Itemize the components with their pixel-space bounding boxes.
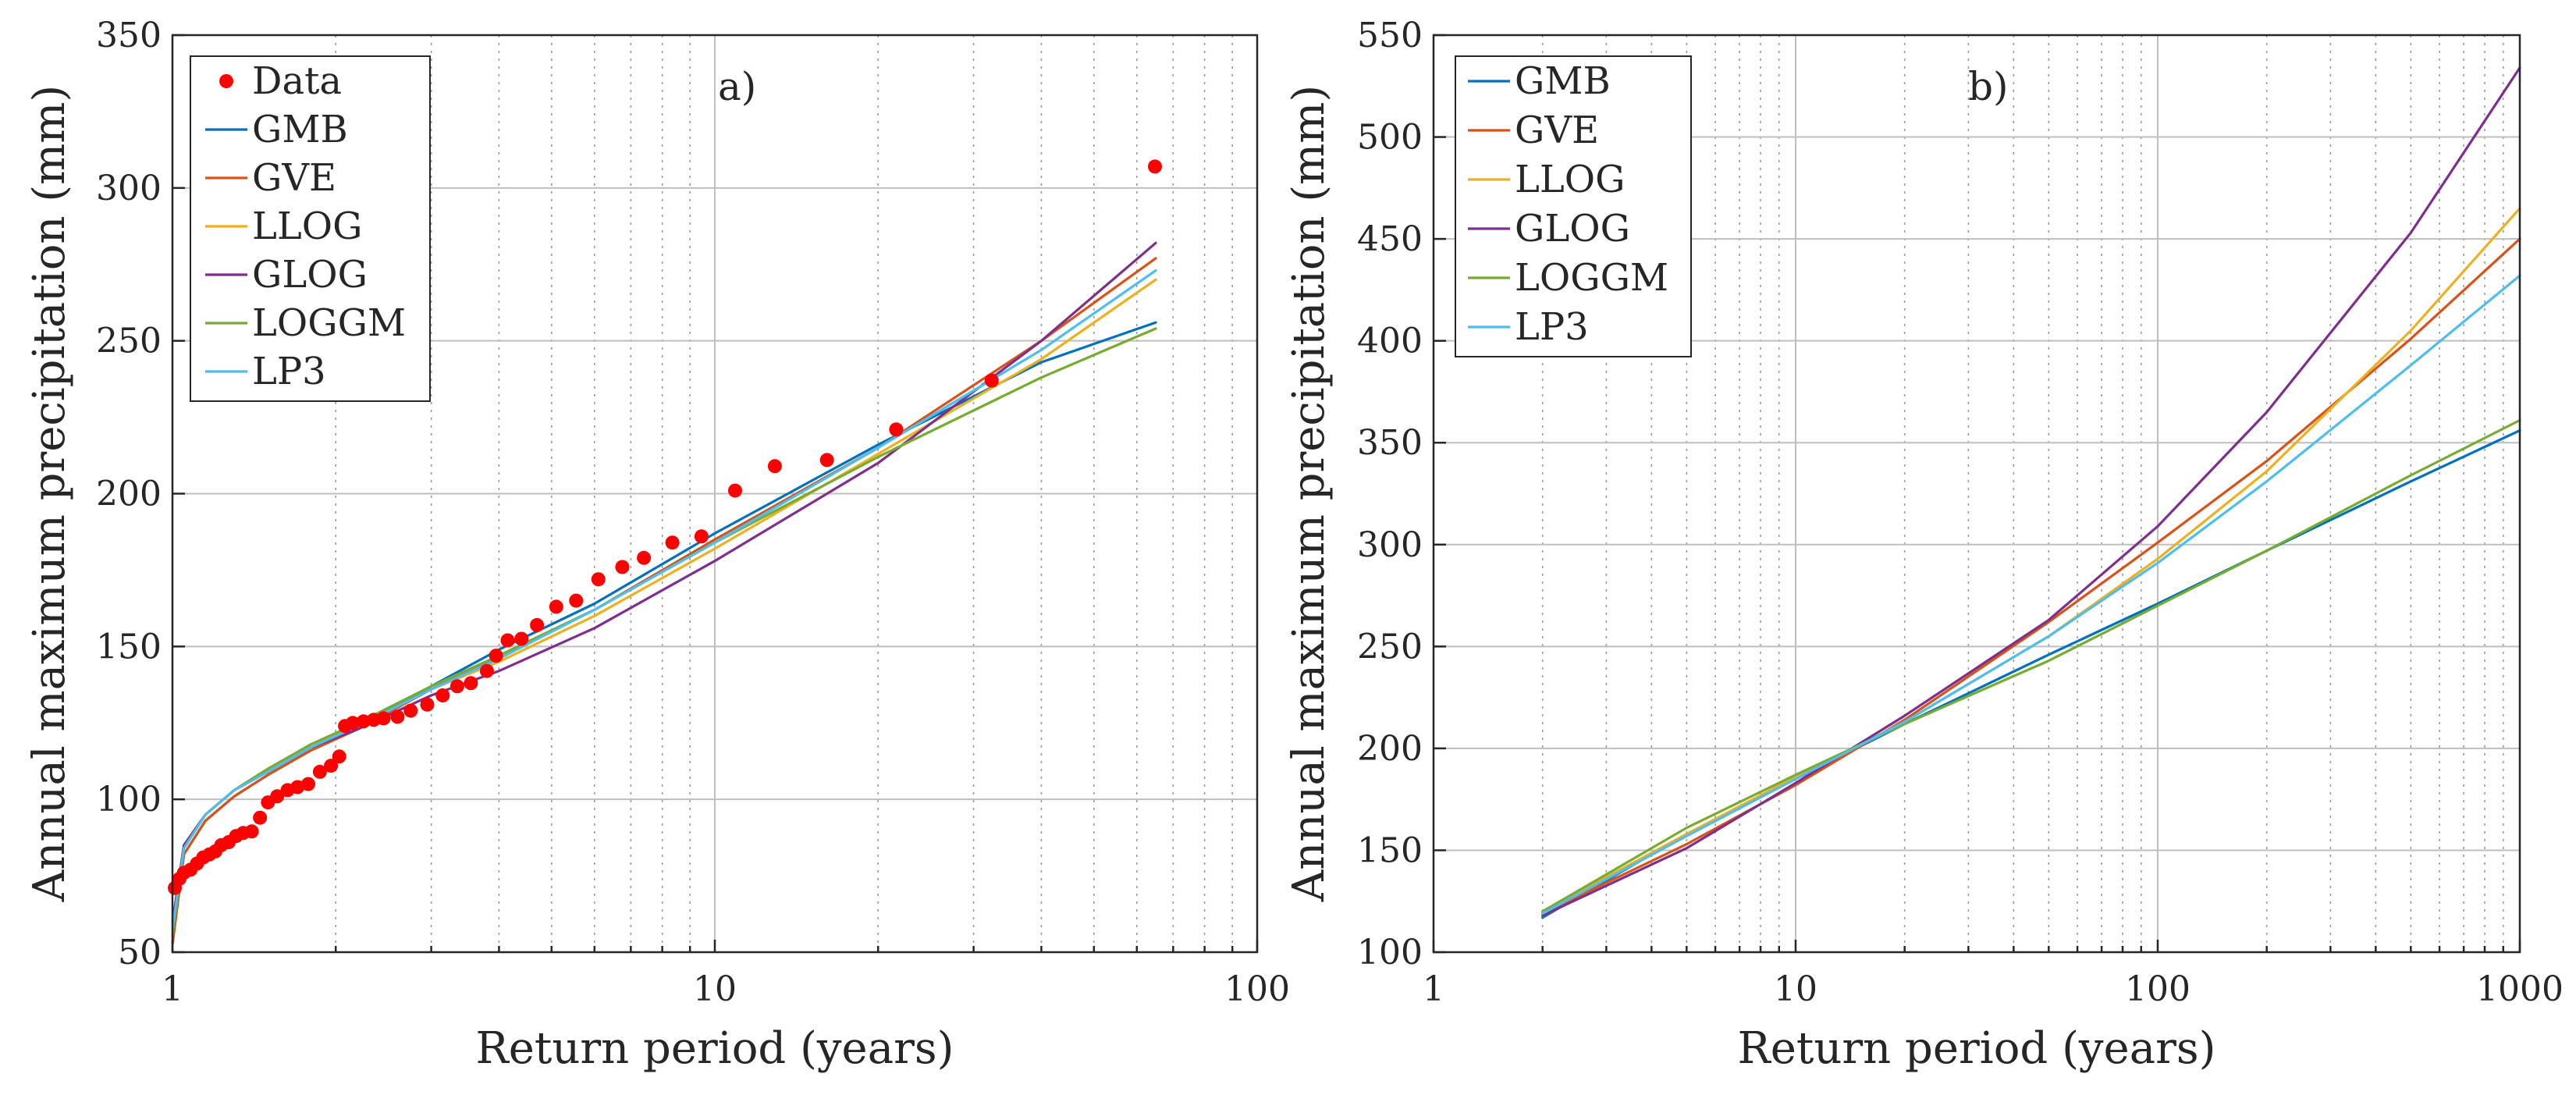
data-point [270,789,285,804]
y-tick-label-b: 300 [1357,525,1423,565]
ticks-b: 1 10 100 1000 100 150 200 250 300 350 400 450 500 550 [1357,16,2564,1009]
legend-label-b-glog: GLOG [1515,207,1630,251]
legend-label-b-llog: LLOG [1515,158,1625,201]
data-point [549,599,563,614]
data-point [500,633,515,648]
x-axis-title-a: Return period (years) [476,1023,954,1074]
data-point [449,679,464,694]
series-layer-b [1541,66,2521,919]
x-tick-label-b: 10 [1774,969,1817,1009]
y-tick-label-a: 100 [96,780,162,819]
series-line-loggm-b [1541,418,2521,913]
data-point [390,709,405,724]
panel-label-b: b) [1968,64,2009,109]
y-tick-label-a: 250 [96,322,162,361]
legend-b: GMB GVE LLOG GLOG LOGGM LP3 [1455,55,1692,357]
data-point [1148,159,1162,174]
data-point [984,373,999,388]
y-tick-label-a: 350 [96,16,162,55]
legend-label-b-gmb: GMB [1515,59,1611,103]
legend-label-b-gve: GVE [1515,108,1599,152]
y-tick-label-b: 150 [1357,830,1423,870]
axes-box-b [1432,34,2521,954]
data-point [253,810,268,825]
data-point [376,711,391,726]
legend-box-b [1455,55,1692,357]
data-point [324,759,339,773]
legend-label-b-loggm: LOGGM [1515,256,1668,300]
y-tick-label-a: 150 [96,627,162,667]
legend-label-a-lp3: LP3 [252,350,326,393]
data-point [290,780,305,795]
x-tick-label-b: 100 [2125,969,2190,1009]
x-tick-label-a: 1 [162,969,183,1009]
y-tick-label-b: 350 [1357,423,1423,463]
data-point [346,716,360,731]
series-line-lp3-b [1541,274,2521,915]
legend-label-a-gve: GVE [252,156,336,200]
chart-panel-b: 1 10 100 1000 100 150 200 250 300 350 400 450 500 550… [1284,16,2564,1074]
data-point [464,676,478,691]
data-point [615,560,630,574]
data-points-a [168,159,1162,895]
legend-box-a [190,55,431,402]
data-point [514,631,529,646]
y-tick-label-b: 400 [1357,322,1423,361]
series-line-gve-b [1541,237,2521,915]
legend-label-a-llog: LLOG [252,204,362,248]
y-tick-label-b: 500 [1357,118,1423,158]
series-line-lp3-a [171,269,1157,930]
y-tick-label-b: 450 [1357,219,1423,259]
data-point [530,617,545,632]
y-tick-label-b: 550 [1357,16,1423,55]
y-axis-title-a: Annual maximum precipitation (mm) [24,85,75,902]
data-point [403,703,418,718]
ticks-a: 1 10 100 50 100 150 200 250 300 350 [96,16,1290,1009]
x-tick-label-b: 1 [1423,969,1444,1009]
legend-a: Data GMB GVE LLOG GLOG LOGGM LP3 [190,55,431,402]
legend-marker-data [219,74,233,88]
data-point [420,697,435,712]
data-point [332,749,346,764]
data-point [301,777,315,791]
legend-label-b-lp3: LP3 [1515,305,1589,349]
data-point [767,459,782,474]
data-point [637,550,652,565]
data-point [489,649,503,663]
y-axis-title-b: Annual maximum precipitation (mm) [1284,85,1334,902]
chart-panel-a: 1 10 100 50 100 150 200 250 300 350 a) Return per… [24,16,1290,1074]
data-point [728,483,742,498]
x-tick-label-a: 10 [693,969,737,1009]
series-line-glog-b [1541,66,2521,917]
data-point [889,422,904,437]
legend-label-a-glog: GLOG [252,253,368,297]
data-point [665,535,680,550]
y-tick-label-a: 50 [118,933,162,972]
x-tick-label-a: 100 [1224,969,1290,1009]
x-axis-title-b: Return period (years) [1738,1023,2216,1074]
data-point [819,453,834,468]
y-tick-label-b: 250 [1357,627,1423,667]
y-tick-label-b: 100 [1357,933,1423,972]
data-point [312,764,327,779]
legend-label-a-loggm: LOGGM [252,301,406,345]
legend-label-data: Data [252,59,342,103]
data-point [694,529,709,544]
data-point [479,663,494,678]
x-tick-label-b: 1000 [2476,969,2564,1009]
y-tick-label-a: 300 [96,169,162,208]
data-point [591,572,606,587]
legend-label-a-gmb: GMB [252,108,348,151]
data-point [244,824,259,839]
y-tick-label-a: 200 [96,475,162,514]
data-point [435,688,450,702]
panel-label-a: a) [718,64,756,109]
series-layer-a [171,241,1157,944]
data-point [569,593,584,608]
y-tick-label-b: 200 [1357,729,1423,769]
